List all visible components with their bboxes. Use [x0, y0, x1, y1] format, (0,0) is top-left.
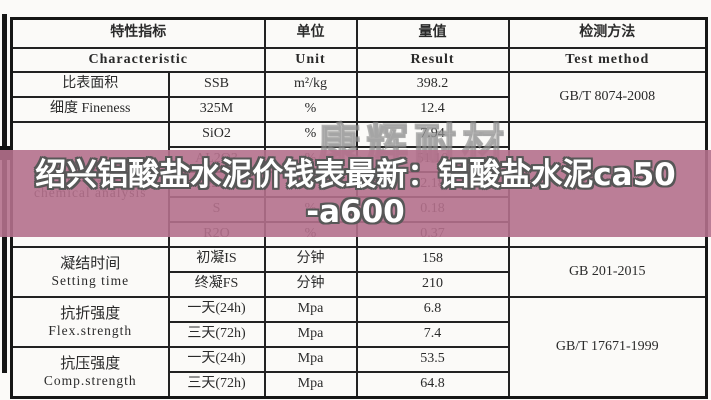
label-specific-surface: 比表面积 [10, 71, 170, 98]
label-comp-zh: 抗压强度 [60, 355, 121, 372]
unit-initial-setting: 分钟 [263, 246, 358, 273]
result-final-setting: 210 [355, 271, 510, 298]
unit-sio2: % [263, 121, 358, 148]
item-flex-3d: 三天(72h) [167, 321, 266, 348]
unit-flex-3d: Mpa [263, 321, 358, 348]
label-comp-strength: 抗压强度 Comp.strength [10, 346, 170, 399]
row-flex-3d: 三天(72h) Mpa 7.4 [12, 321, 707, 348]
header-characteristic-zh: 特性指标 [10, 17, 266, 49]
item-comp-3d: 三天(72h) [167, 371, 266, 399]
unit-ssb: m²/kg [263, 71, 358, 98]
header-method-en: Test method [507, 47, 708, 73]
method-setting: GB 201-2015 [507, 246, 708, 298]
item-comp-1d: 一天(24h) [167, 346, 266, 373]
title-banner: 绍兴铝酸盐水泥价钱表最新：铝酸盐水泥ca50 -a600 [0, 150, 711, 237]
unit-flex-1d: Mpa [263, 296, 358, 323]
result-flex-1d: 6.8 [355, 296, 510, 323]
row-specific-surface: 比表面积 SSB m²/kg 398.2 GB/T 8074-2008 [10, 71, 708, 123]
method-surface-fineness: GB/T 8074-2008 [507, 71, 708, 123]
item-final-setting: 终凝FS [167, 271, 266, 298]
header-result-zh: 量值 [355, 17, 510, 49]
result-flex-3d: 7.4 [355, 321, 510, 348]
label-flex-zh: 抗折强度 [60, 305, 121, 322]
unit-325m: % [263, 96, 358, 123]
label-fineness: 细度 Fineness [10, 96, 170, 123]
label-setting-en: Setting time [51, 272, 130, 288]
result-comp-1d: 53.5 [355, 346, 510, 373]
result-sio2: 7.94 [355, 121, 510, 148]
header-result-en: Result [355, 47, 510, 73]
header-method-zh: 检测方法 [507, 17, 708, 49]
row-comp-1d: 抗压强度 Comp.strength 一天(24h) Mpa 53.5 [10, 346, 707, 399]
item-ssb: SSB [167, 71, 266, 98]
item-325m: 325M [167, 96, 266, 123]
banner-title-line2: -a600 [306, 193, 405, 230]
header-characteristic-en: Characteristic [10, 47, 266, 73]
result-325m: 12.4 [355, 96, 510, 123]
result-comp-3d: 64.8 [355, 371, 510, 399]
unit-comp-3d: Mpa [263, 371, 358, 399]
label-comp-en: Comp.strength [43, 372, 137, 388]
result-ssb: 398.2 [355, 71, 510, 98]
label-setting-time: 凝结时间 Setting time [10, 246, 170, 298]
result-initial-setting: 158 [355, 246, 510, 273]
row-comp-3d: 三天(72h) Mpa 64.8 [12, 371, 707, 399]
header-unit-en: Unit [263, 47, 358, 73]
banner-title-line1: 绍兴铝酸盐水泥价钱表最新：铝酸盐水泥ca50 [35, 156, 676, 193]
row-final-setting: 终凝FS 分钟 210 [12, 271, 707, 298]
item-flex-1d: 一天(24h) [167, 296, 266, 323]
unit-final-setting: 分钟 [263, 271, 358, 298]
label-flex-en: Flex.strength [48, 322, 133, 338]
item-initial-setting: 初凝IS [167, 246, 266, 273]
label-setting-zh: 凝结时间 [60, 255, 121, 272]
row-flex-1d: 抗折强度 Flex.strength 一天(24h) Mpa 6.8 GB/T … [10, 296, 708, 399]
unit-comp-1d: Mpa [263, 346, 358, 373]
method-strength: GB/T 17671-1999 [507, 296, 708, 399]
header-unit-zh: 单位 [263, 17, 358, 49]
label-flex-strength: 抗折强度 Flex.strength [10, 296, 170, 348]
row-initial-setting: 凝结时间 Setting time 初凝IS 分钟 158 GB 201-201… [10, 246, 708, 298]
item-sio2: SiO2 [167, 121, 266, 148]
row-fineness: 细度 Fineness 325M % 12.4 [10, 96, 707, 123]
